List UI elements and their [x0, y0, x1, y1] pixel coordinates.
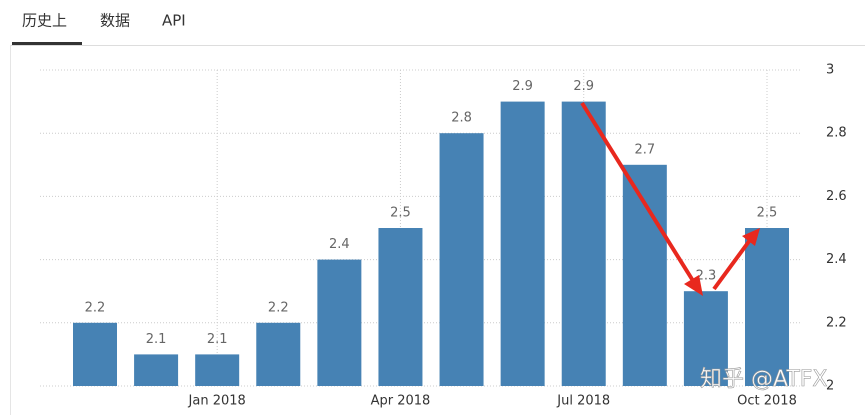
bar: [195, 354, 240, 386]
y-tick-label: 2.8: [826, 126, 847, 141]
bar: [317, 259, 362, 386]
bar: [561, 101, 606, 386]
value-label: 2.5: [390, 206, 411, 221]
value-label: 2.7: [634, 142, 655, 157]
y-tick-label: 2.4: [826, 252, 847, 267]
bar: [745, 228, 789, 386]
tab[interactable]: API: [162, 12, 186, 30]
value-label: 2.1: [146, 332, 167, 347]
y-tick-label: 2.2: [826, 315, 847, 330]
tab-underline: [12, 42, 82, 45]
y-tick-label: 2.6: [826, 189, 847, 204]
bar: [439, 133, 484, 386]
x-tick-label: Jan 2018: [188, 394, 246, 409]
value-label: 2.1: [207, 332, 228, 347]
value-label: 2.9: [573, 79, 594, 94]
chart: 2 2.2 2.4 2.6 2.8 3 Jan 2018 Apr 2018 Jul 2018 Oc…: [40, 63, 847, 409]
bar: [500, 101, 545, 386]
value-label: 2.5: [757, 206, 778, 221]
value-label: 2.9: [512, 79, 533, 94]
y-tick-label: 2: [826, 379, 834, 394]
x-tick-label: Jul 2018: [556, 394, 610, 409]
arrow-line: [580, 101, 697, 286]
value-label: 2.2: [268, 300, 289, 315]
arrow-line: [712, 238, 752, 291]
annotation-arrows: [580, 101, 760, 296]
x-tick-label: Apr 2018: [371, 394, 431, 409]
value-label: 2.8: [451, 111, 472, 126]
bar: [73, 322, 117, 386]
tab[interactable]: 历史上: [22, 12, 67, 30]
value-label: 2.3: [696, 269, 717, 284]
value-label: 2.2: [85, 300, 106, 315]
y-tick-label: 3: [826, 63, 834, 78]
arrow-head: [742, 228, 760, 246]
watermark: 知乎 @ATFX: [700, 367, 828, 392]
bar: [683, 291, 728, 386]
bar: [622, 164, 667, 386]
bar: [256, 322, 301, 386]
tab[interactable]: 数据: [100, 12, 130, 30]
bar: [134, 354, 179, 386]
arrow-head: [684, 275, 703, 296]
x-tick-label: Oct 2018: [737, 394, 797, 409]
value-label: 2.4: [329, 237, 350, 252]
bar: [378, 228, 423, 386]
